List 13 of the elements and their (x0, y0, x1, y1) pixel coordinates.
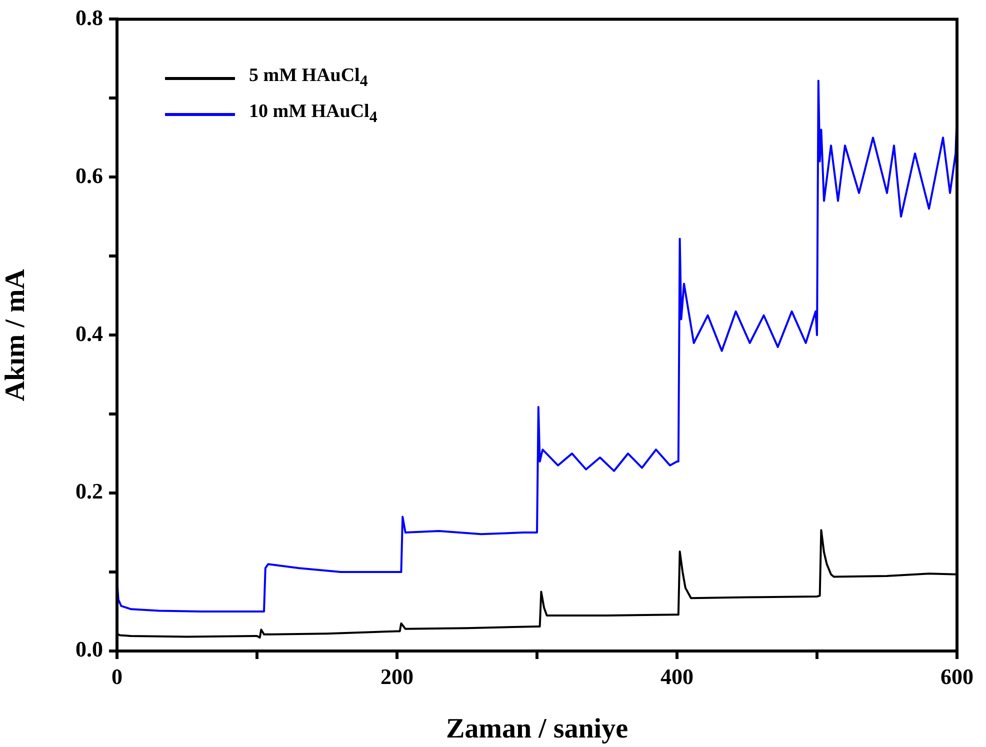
y-tick-label: 0.0 (76, 636, 103, 662)
x-tick-label: 0 (112, 664, 122, 689)
x-tick-label: 400 (660, 664, 694, 689)
y-tick-label: 0.4 (76, 320, 103, 346)
x-tick-label: 200 (380, 664, 414, 689)
y-tick-label: 0.8 (76, 4, 103, 30)
x-tick-label: 600 (940, 664, 974, 689)
y-tick-label: 0.2 (76, 478, 103, 504)
y-axis-title: Akım / mA (0, 268, 32, 402)
y-tick-label: 0.6 (76, 162, 103, 188)
legend-label: 5 mM HAuCl$_{4}$ (249, 65, 368, 91)
legend-label: 10 mM HAuCl$_{4}$ (249, 101, 378, 127)
x-axis-title: Zaman / saniye (446, 713, 628, 744)
